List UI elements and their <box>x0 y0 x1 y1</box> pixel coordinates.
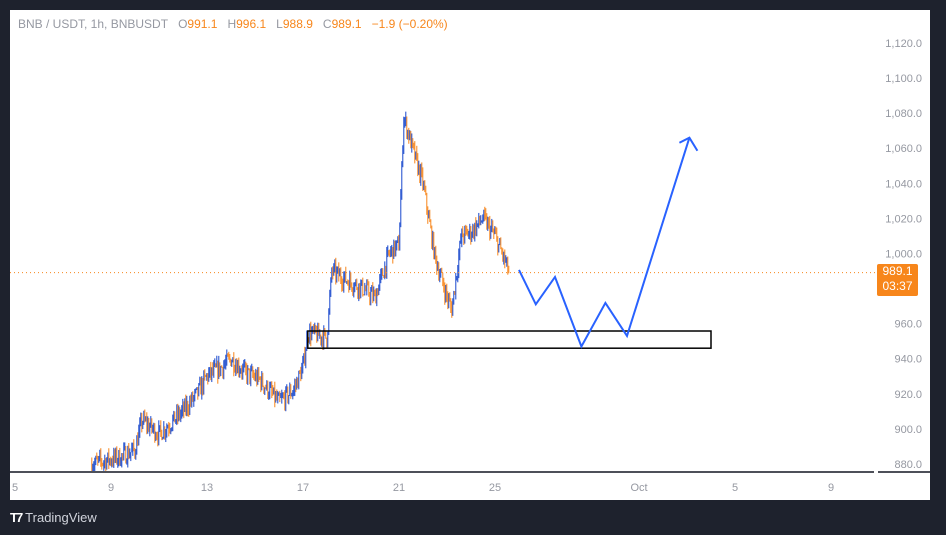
time-tick-label: 5 <box>732 482 738 494</box>
price-chart[interactable]: 1,120.0 1,100.0 1,080.0 1,060.0 1,040.0 1,020… <box>10 10 930 500</box>
tradingview-brand[interactable]: T7 TradingView <box>10 510 97 525</box>
change-value: −1.9 (−0.20%) <box>371 17 448 31</box>
time-tick-label: Oct <box>630 482 647 494</box>
price-tick-label: 880.0 <box>894 459 922 471</box>
projection-arrowhead-icon <box>678 136 699 152</box>
projection-path <box>518 137 691 349</box>
time-tick-label: 21 <box>393 482 405 494</box>
tradingview-logo-icon: T7 <box>10 510 23 525</box>
price-tick-label: 920.0 <box>894 389 922 401</box>
time-tick-label: 5 <box>12 482 18 494</box>
price-tick-label: 1,080.0 <box>885 108 922 120</box>
high-value: 996.1 <box>236 17 267 31</box>
price-tick-label: 1,100.0 <box>885 73 922 85</box>
symbol-legend: BNB / USDT, 1h, BNBUSDT O991.1 H996.1 L9… <box>18 17 448 31</box>
candles <box>91 111 510 471</box>
chart-panel[interactable]: 1,120.0 1,100.0 1,080.0 1,060.0 1,040.0 1,020… <box>10 10 930 500</box>
bar-countdown: 03:37 <box>882 279 913 293</box>
price-tick-label: 900.0 <box>894 424 922 436</box>
price-tick-label: 1,060.0 <box>885 143 922 155</box>
time-tick-label: 17 <box>297 482 309 494</box>
close-label: C <box>322 17 332 31</box>
current-price-tag: 989.1 03:37 <box>877 264 918 296</box>
time-tick-label: 25 <box>489 482 501 494</box>
time-tick-label: 13 <box>201 482 213 494</box>
price-tick-label: 1,120.0 <box>885 38 922 50</box>
support-zone-rectangle <box>307 330 712 349</box>
open-label: O <box>178 17 188 31</box>
brand-label: TradingView <box>25 510 97 525</box>
price-tick-label: 1,020.0 <box>885 213 922 225</box>
price-tick-label: 1,040.0 <box>885 178 922 190</box>
symbol-label: BNB / USDT, 1h, BNBUSDT <box>18 17 169 31</box>
high-label: H <box>227 17 237 31</box>
open-value: 991.1 <box>187 17 218 31</box>
current-price: 989.1 <box>882 264 913 278</box>
time-tick-label: 9 <box>108 482 114 494</box>
low-value: 988.9 <box>282 17 313 31</box>
price-tick-label: 1,000.0 <box>885 248 922 260</box>
low-label: L <box>276 17 283 31</box>
time-tick-label: 9 <box>828 482 834 494</box>
price-tick-label: 940.0 <box>894 354 922 366</box>
price-tick-label: 960.0 <box>894 319 922 331</box>
close-value: 989.1 <box>331 17 362 31</box>
